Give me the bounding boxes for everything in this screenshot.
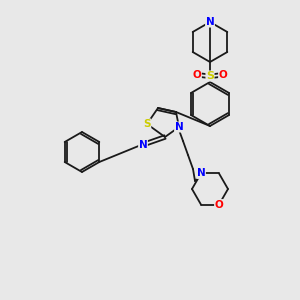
Text: N: N <box>196 168 206 178</box>
Text: N: N <box>206 17 214 27</box>
Text: S: S <box>206 71 214 81</box>
Text: O: O <box>219 70 227 80</box>
Text: N: N <box>139 140 147 150</box>
Text: N: N <box>175 122 183 132</box>
Text: O: O <box>193 70 201 80</box>
Text: O: O <box>214 200 224 210</box>
Text: S: S <box>143 119 151 129</box>
